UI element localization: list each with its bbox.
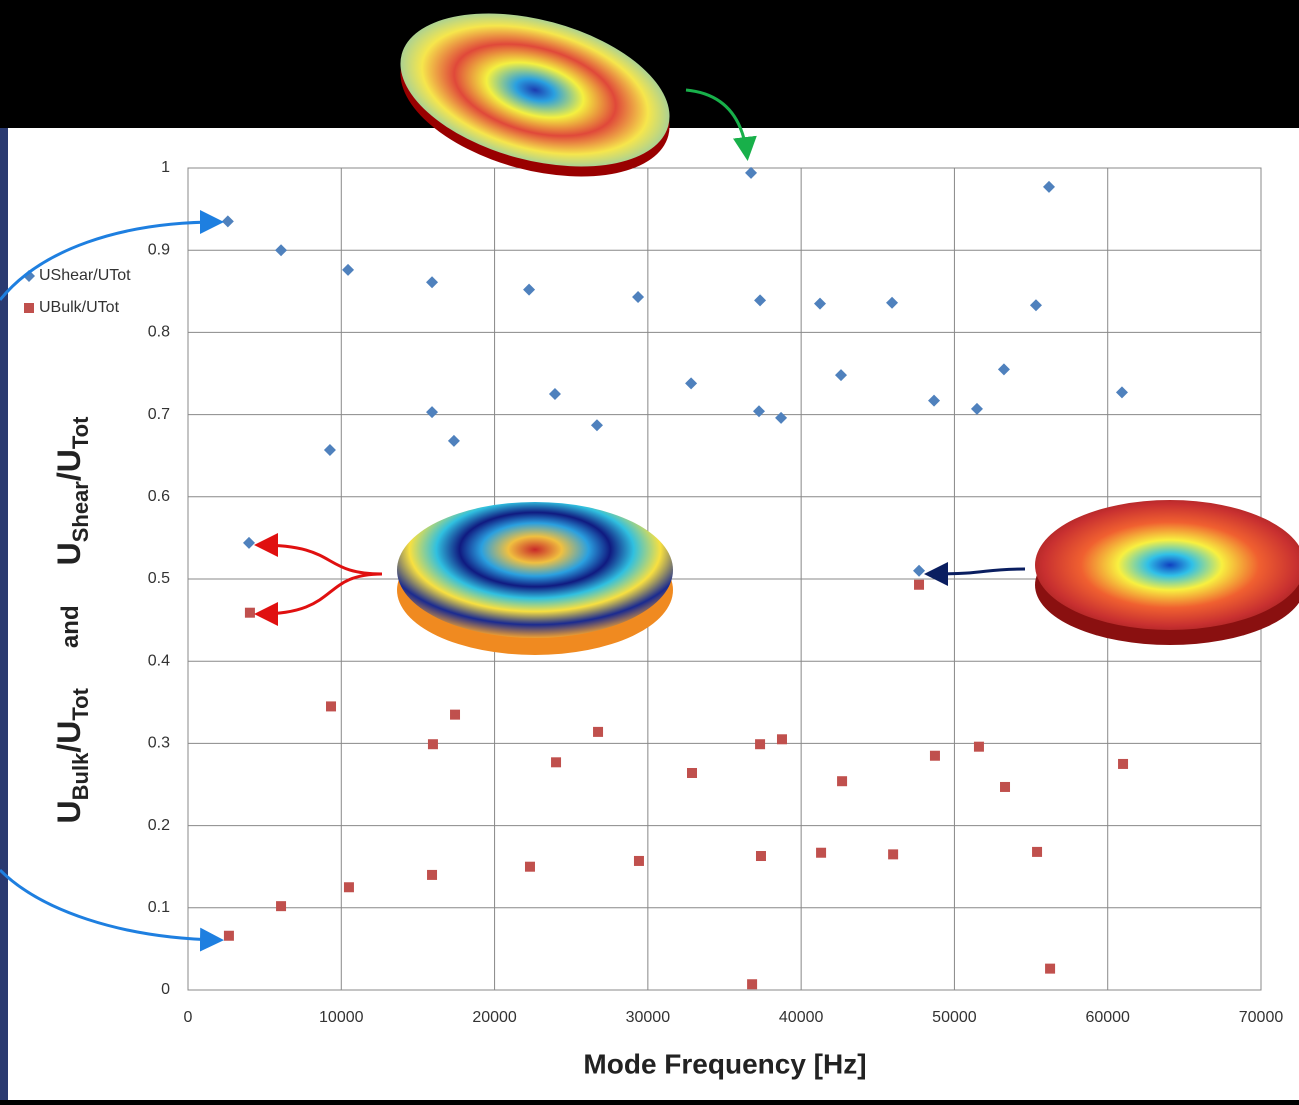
- point: [752, 405, 765, 418]
- point: [276, 901, 287, 912]
- point: [929, 750, 940, 761]
- x-tick-label: 40000: [779, 1009, 824, 1026]
- point: [886, 296, 899, 309]
- side-strip: [0, 128, 10, 1100]
- y-label-part: /U: [51, 721, 87, 753]
- point: [426, 276, 439, 289]
- y-tick-label: 0.8: [148, 324, 170, 341]
- point: [685, 377, 698, 390]
- y-tick-label: 1: [161, 159, 170, 176]
- point: [755, 851, 766, 862]
- point: [221, 215, 234, 228]
- legend-label: UBulk/UTot: [39, 299, 120, 316]
- point: [427, 869, 438, 880]
- mode-shape-c: [1035, 500, 1299, 645]
- arrow: [254, 533, 383, 576]
- point: [342, 263, 355, 276]
- x-tick-label: 50000: [932, 1009, 977, 1026]
- point: [427, 739, 438, 750]
- point: [775, 411, 788, 424]
- point: [632, 291, 645, 304]
- point: [633, 855, 644, 866]
- point: [450, 709, 461, 720]
- point: [1115, 386, 1128, 399]
- mode-shape-b: [397, 502, 673, 655]
- x-axis-title: Mode Frequency [Hz]: [583, 1048, 866, 1079]
- point: [914, 579, 925, 590]
- x-tick-label: 30000: [626, 1009, 671, 1026]
- point: [813, 297, 826, 310]
- plot-area: 0 0.1 0.2 0.3 0.4 0.5 0.6 0.7 0.8 0.9 1 0 10000 20000…: [23, 159, 1283, 1026]
- point: [997, 363, 1010, 376]
- y-tick-label: 0: [161, 981, 170, 998]
- y-label-subscript: Shear: [68, 481, 93, 543]
- point: [590, 419, 603, 432]
- point: [1032, 846, 1043, 857]
- y-label-subscript: Tot: [68, 687, 93, 720]
- y-tick-label: 0.3: [148, 735, 170, 752]
- point: [447, 434, 460, 447]
- arrow: [254, 572, 383, 626]
- point: [754, 294, 767, 307]
- arrow: [685, 88, 757, 161]
- point: [244, 607, 255, 618]
- point: [223, 930, 234, 941]
- point: [323, 443, 336, 456]
- x-tick-label: 10000: [319, 1009, 364, 1026]
- arrow: [0, 868, 224, 952]
- point: [913, 564, 926, 577]
- y-label-subscript: Bulk: [68, 752, 93, 800]
- arrow: [924, 561, 1026, 586]
- point: [747, 979, 758, 990]
- point: [1029, 299, 1042, 312]
- point: [551, 757, 562, 768]
- arrow: [0, 210, 224, 301]
- point: [970, 402, 983, 415]
- point: [326, 701, 337, 712]
- point: [593, 726, 604, 737]
- y-label-part: and: [57, 605, 84, 648]
- point: [243, 536, 256, 549]
- y-tick-label: 0.5: [148, 570, 170, 587]
- y-tick-label: 0.4: [148, 652, 170, 669]
- y-tick-label: 0.7: [148, 406, 170, 423]
- point: [1000, 781, 1011, 792]
- legend-marker: [24, 303, 34, 313]
- point: [1043, 180, 1056, 193]
- point: [548, 388, 561, 401]
- point: [523, 283, 536, 296]
- point: [1118, 758, 1129, 769]
- point: [1045, 963, 1056, 974]
- y-label-subscript: Tot: [68, 416, 93, 449]
- y-label-part: /U: [51, 449, 87, 481]
- y-axis-title: UBulk/UTotandUShear/UTot: [51, 416, 92, 824]
- y-label-part: U: [51, 800, 87, 823]
- point: [928, 394, 941, 407]
- y-tick-label: 0.1: [148, 899, 170, 916]
- legend-label: UShear/UTot: [39, 267, 131, 284]
- y-tick-label: 0.9: [148, 241, 170, 258]
- point: [687, 767, 698, 778]
- point: [524, 861, 535, 872]
- point: [426, 406, 439, 419]
- y-tick-label: 0.2: [148, 817, 170, 834]
- x-tick-label: 0: [184, 1009, 193, 1026]
- point: [755, 739, 766, 750]
- point: [888, 849, 899, 860]
- point: [776, 734, 787, 745]
- x-tick-label: 20000: [472, 1009, 517, 1026]
- point: [745, 166, 758, 179]
- point: [834, 369, 847, 382]
- point: [973, 741, 984, 752]
- mode-shape-a: [400, 13, 670, 177]
- point: [837, 776, 848, 787]
- y-label-part: U: [51, 542, 87, 565]
- x-tick-label: 70000: [1239, 1009, 1284, 1026]
- x-tick-label: 60000: [1085, 1009, 1130, 1026]
- point: [275, 244, 288, 257]
- y-tick-label: 0.6: [148, 488, 170, 505]
- point: [343, 882, 354, 893]
- point: [816, 847, 827, 858]
